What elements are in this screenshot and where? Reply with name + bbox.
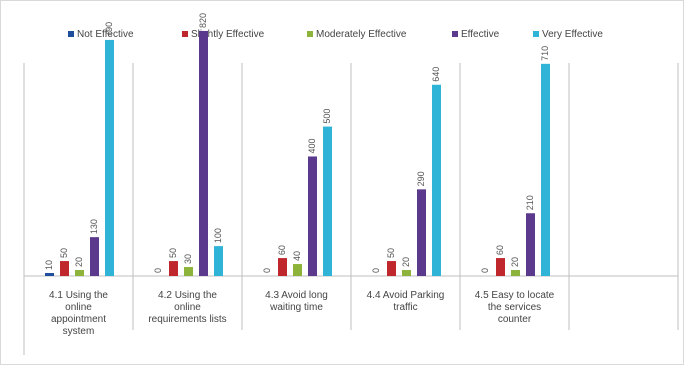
legend-label: Slightly Effective [191, 29, 265, 40]
data-label: 400 [307, 138, 317, 153]
legend-item: Slightly Effective [182, 29, 265, 40]
bar [293, 264, 302, 276]
bar [308, 156, 317, 276]
bar [90, 237, 99, 276]
data-label: 30 [183, 254, 193, 264]
data-label: 210 [525, 195, 535, 210]
legend-swatch [307, 31, 313, 37]
bar [323, 126, 332, 277]
data-label: 100 [213, 228, 223, 243]
bar [199, 30, 208, 276]
legend-item: Effective [452, 29, 500, 40]
data-label: 640 [431, 67, 441, 82]
legend: Not Effective Slightly Effective Moderatel… [68, 29, 603, 40]
category-label: 4.5 Easy to locate the services counter [475, 290, 555, 325]
bar [60, 261, 69, 276]
data-label: 290 [416, 171, 426, 186]
legend-label: Effective [461, 29, 500, 40]
category-label: 4.4 Avoid Parking traffic [367, 290, 445, 313]
plot-area: 10 50 20 130 790 0 50 30 820 100 0 60 40 400 500 0 50 20 2… [23, 13, 679, 355]
bar [184, 267, 193, 276]
legend-swatch [182, 31, 188, 37]
data-label: 0 [153, 268, 163, 273]
bar [75, 270, 84, 276]
data-label: 790 [104, 22, 114, 37]
category-label: 4.3 Avoid long waiting time [265, 290, 328, 313]
data-label: 60 [277, 245, 287, 255]
bar [387, 261, 396, 276]
bar [511, 270, 520, 276]
bar [417, 189, 426, 276]
bar [169, 261, 178, 276]
legend-swatch [452, 31, 458, 37]
category-label: 4.1 Using the online appointment system [49, 290, 108, 337]
data-label: 60 [495, 245, 505, 255]
data-label: 10 [44, 260, 54, 270]
data-label: 0 [480, 268, 490, 273]
data-label: 50 [386, 248, 396, 258]
legend-item: Not Effective [68, 29, 134, 40]
bar [45, 273, 54, 276]
data-label: 20 [74, 257, 84, 267]
legend-label: Moderately Effective [316, 29, 407, 40]
bar [432, 84, 441, 277]
legend-item: Very Effective [533, 29, 603, 40]
bar [496, 258, 505, 276]
data-label: 500 [322, 109, 332, 124]
bar [105, 39, 114, 276]
data-label: 50 [59, 248, 69, 258]
data-label: 40 [292, 251, 302, 261]
bar [402, 270, 411, 276]
bar [214, 246, 223, 276]
legend-swatch [533, 31, 539, 37]
data-label: 20 [510, 257, 520, 267]
legend-label: Not Effective [77, 29, 134, 40]
data-label: 0 [262, 268, 272, 273]
legend-label: Very Effective [542, 29, 603, 40]
data-label: 50 [168, 248, 178, 258]
legend-swatch [68, 31, 74, 37]
bar [541, 63, 550, 276]
data-label: 130 [89, 219, 99, 234]
legend-item: Moderately Effective [307, 29, 407, 40]
category-labels: 4.1 Using the online appointment system 4.2 … [49, 290, 555, 337]
bar [278, 258, 287, 276]
data-label: 820 [198, 13, 208, 28]
data-label: 0 [371, 268, 381, 273]
bar [526, 213, 535, 276]
data-label: 710 [540, 46, 550, 61]
data-label: 20 [401, 257, 411, 267]
category-label: 4.2 Using the online requirements lists [148, 290, 226, 325]
